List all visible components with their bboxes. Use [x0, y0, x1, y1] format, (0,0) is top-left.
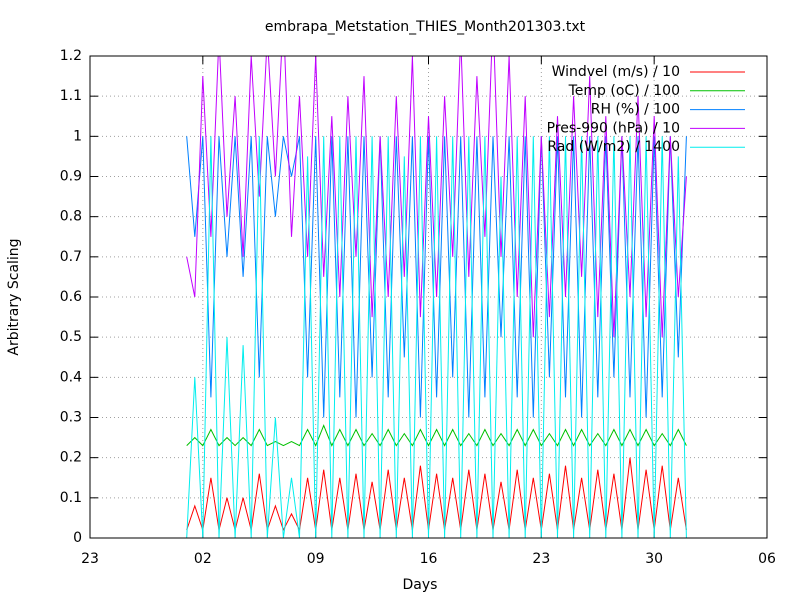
x-tick-label: 06	[758, 551, 776, 567]
legend: Windvel (m/s) / 10 Temp (oC) / 100 RH (%) …	[547, 64, 745, 155]
y-tick-label: 0.3	[60, 410, 82, 426]
plot-frame	[89, 55, 768, 539]
legend-label: Windvel (m/s) / 10	[552, 64, 680, 80]
x-tick-label: 23	[81, 551, 99, 567]
y-tick-label: 1.2	[60, 48, 82, 64]
y-axis-label: Arbitrary Scaling	[6, 238, 22, 355]
legend-label: Rad (W/m2) / 1400	[547, 139, 680, 155]
data-line	[186, 136, 687, 538]
y-tick-label: 1	[73, 128, 82, 144]
x-tick-label: 02	[194, 551, 212, 567]
y-tick-label: 0.4	[60, 369, 82, 385]
y-tick-label: 1.1	[60, 88, 82, 104]
x-tick-label: 09	[307, 551, 325, 567]
legend-label: RH (%) / 100	[591, 102, 680, 118]
legend-label: Pres-990 (hPa) / 10	[547, 120, 680, 136]
x-tick-label: 23	[532, 551, 550, 567]
x-axis-label: Days	[403, 577, 438, 593]
y-tick-label: 0.2	[60, 450, 82, 466]
data-line	[186, 136, 687, 418]
data-line	[186, 56, 687, 338]
legend-label: Temp (oC) / 100	[568, 83, 680, 99]
plot-area	[186, 56, 687, 538]
y-tick-label: 0.6	[60, 289, 82, 305]
y-tick-label: 0.7	[60, 249, 82, 265]
y-tick-label: 0.1	[60, 490, 82, 506]
data-line	[186, 457, 687, 532]
y-tick-label: 0.9	[60, 169, 82, 185]
x-tick-label: 16	[420, 551, 438, 567]
y-tick-label: 0.8	[60, 209, 82, 225]
data-line	[186, 424, 687, 447]
chart-title: embrapa_Metstation_THIES_Month201303.txt	[265, 19, 586, 35]
x-tick-label: 30	[645, 551, 663, 567]
y-tick-label: 0	[73, 530, 82, 546]
y-tick-label: 0.5	[60, 329, 82, 345]
